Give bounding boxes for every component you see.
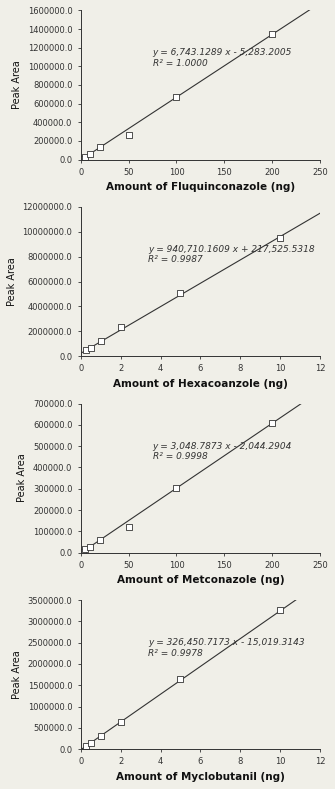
Point xyxy=(79,153,84,166)
Point xyxy=(97,141,103,154)
Point xyxy=(174,481,179,494)
Point xyxy=(118,716,123,728)
Point xyxy=(126,521,131,533)
Point xyxy=(178,672,183,685)
Point xyxy=(278,604,283,616)
X-axis label: Amount of Fluquinconazole (ng): Amount of Fluquinconazole (ng) xyxy=(106,182,295,193)
Point xyxy=(174,91,179,103)
Point xyxy=(98,730,103,742)
X-axis label: Amount of Metconazole (ng): Amount of Metconazole (ng) xyxy=(117,575,284,585)
Text: y = 6,743.1289 x - 5,283.2005
R² = 1.0000: y = 6,743.1289 x - 5,283.2005 R² = 1.000… xyxy=(152,48,292,68)
Point xyxy=(88,342,93,354)
Point xyxy=(83,151,88,163)
Y-axis label: Peak Area: Peak Area xyxy=(17,454,27,503)
Point xyxy=(80,546,85,559)
Point xyxy=(178,286,183,299)
Point xyxy=(126,129,131,141)
Point xyxy=(83,344,88,357)
Point xyxy=(278,232,283,245)
Point xyxy=(83,740,88,753)
Y-axis label: Peak Area: Peak Area xyxy=(12,650,22,699)
Y-axis label: Peak Area: Peak Area xyxy=(12,61,22,110)
Point xyxy=(270,28,275,41)
Point xyxy=(88,540,93,553)
Point xyxy=(88,148,93,160)
Text: y = 3,048.7873 x - 2,044.2904
R² = 0.9998: y = 3,048.7873 x - 2,044.2904 R² = 0.999… xyxy=(152,442,292,461)
X-axis label: Amount of Hexacoanzole (ng): Amount of Hexacoanzole (ng) xyxy=(113,379,288,389)
Text: y = 326,450.7173 x - 15,019.3143
R² = 0.9978: y = 326,450.7173 x - 15,019.3143 R² = 0.… xyxy=(148,638,305,657)
Point xyxy=(98,335,103,347)
Text: y = 940,710.1609 x + 217,525.5318
R² = 0.9987: y = 940,710.1609 x + 217,525.5318 R² = 0… xyxy=(148,245,314,264)
Point xyxy=(83,543,88,555)
Point xyxy=(270,417,275,430)
Point xyxy=(88,737,93,750)
Point xyxy=(97,534,103,547)
Point xyxy=(118,321,123,334)
X-axis label: Amount of Myclobutanil (ng): Amount of Myclobutanil (ng) xyxy=(116,772,285,782)
Y-axis label: Peak Area: Peak Area xyxy=(7,257,17,306)
